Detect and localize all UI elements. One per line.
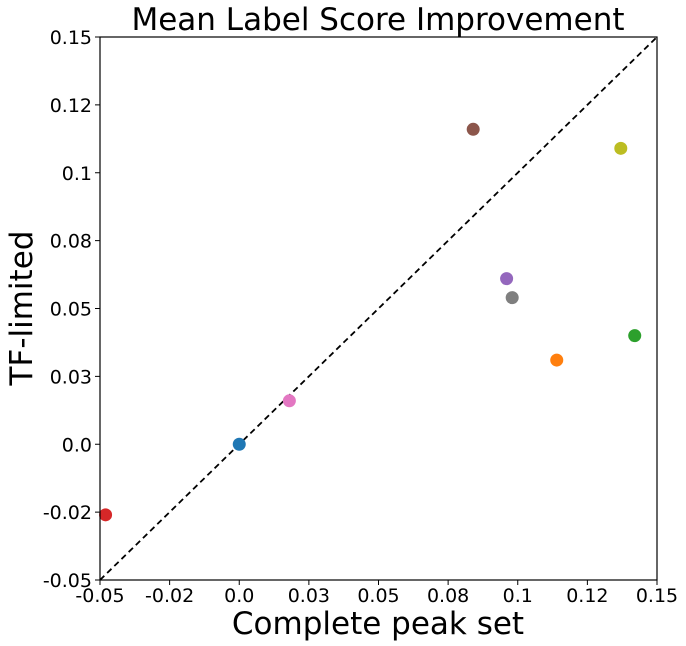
- x-tick-label: 0.08: [427, 585, 469, 607]
- x-tick-label: -0.02: [145, 585, 194, 607]
- y-tick-label: 0.05: [50, 299, 92, 321]
- x-tick-label: 0.12: [566, 585, 608, 607]
- x-axis-ticks: -0.05 -0.02 0.0 0.03 0.05 0.08 0.1 0.12 0.15: [75, 580, 678, 607]
- y-tick-label: 0.12: [50, 95, 92, 117]
- y-tick-label: -0.02: [43, 502, 92, 524]
- y-tick-label: 0.15: [50, 27, 92, 49]
- x-tick-label: 0.0: [224, 585, 254, 607]
- data-point-3: [628, 329, 642, 343]
- data-point-9: [614, 141, 628, 155]
- data-point-8: [505, 291, 519, 305]
- y-axis-ticks: -0.05 -0.02 0.0 0.03 0.05 0.08 0.1 0.12 0.15: [43, 27, 100, 592]
- chart-title: Mean Label Score Improvement: [131, 2, 624, 38]
- data-point-4: [99, 508, 113, 522]
- y-tick-label: 0.03: [50, 366, 92, 388]
- x-tick-label: 0.03: [288, 585, 330, 607]
- x-tick-label: 0.1: [503, 585, 533, 607]
- y-tick-label: 0.0: [62, 434, 92, 456]
- data-point-1: [232, 437, 246, 451]
- y-tick-label: -0.05: [43, 570, 92, 592]
- diagonal-reference-line: [99, 36, 658, 581]
- y-tick-label: 0.1: [62, 163, 92, 185]
- x-tick-label: 0.15: [636, 585, 678, 607]
- x-tick-label: 0.05: [357, 585, 399, 607]
- x-tick-label: -0.05: [75, 585, 124, 607]
- data-points: [99, 122, 642, 522]
- y-axis-label: TF-limited: [4, 231, 40, 387]
- y-tick-label: 0.08: [50, 231, 92, 253]
- data-point-5: [500, 272, 514, 286]
- x-axis-label: Complete peak set: [232, 606, 524, 642]
- data-point-6: [466, 122, 480, 136]
- data-point-2: [550, 353, 564, 367]
- data-point-7: [282, 394, 296, 408]
